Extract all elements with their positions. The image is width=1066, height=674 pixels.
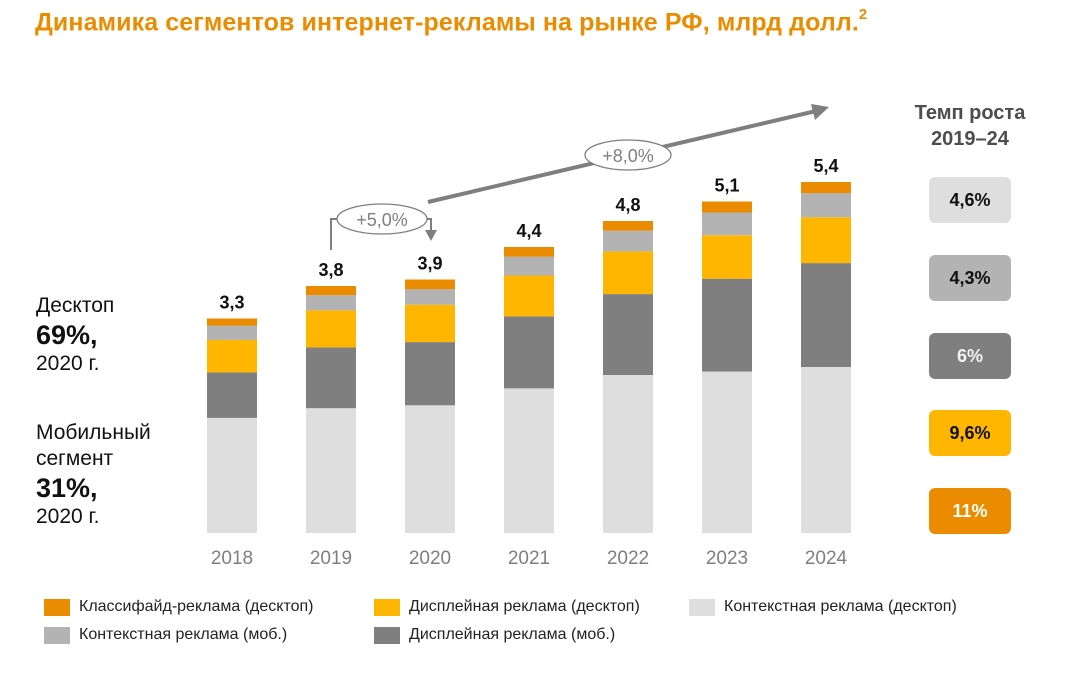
legend-swatch [689, 598, 715, 616]
cagr-short-ellipse [336, 203, 428, 235]
bar-segment-2021-s3 [504, 256, 554, 276]
x-tick-label: 2019 [310, 548, 352, 569]
legend-swatch [374, 626, 400, 644]
cagr-long-arrowhead-icon [811, 104, 829, 120]
cagr-long-label: +8,0% [602, 146, 654, 166]
bar-segment-2023-s4 [702, 201, 752, 213]
total-label: 4,8 [615, 195, 640, 215]
bar-segment-2024-s2 [801, 217, 851, 264]
desktop-share: 69%, [36, 320, 98, 350]
bar-segment-2022-s0 [603, 375, 653, 533]
growth-header: Темп роста 2019–24 [898, 100, 1042, 152]
legend-item-classified-desktop: Классифайд-реклама (десктоп) [44, 598, 314, 616]
desktop-year: 2020 г. [36, 352, 100, 375]
growth-rate-box: 4,6% [929, 177, 1011, 223]
cagr-short-label: +5,0% [356, 210, 408, 230]
bar-segment-2020-s1 [405, 342, 455, 406]
bar-segment-2021-s2 [504, 275, 554, 317]
legend-item-display-mobile: Дисплейная реклама (моб.) [374, 626, 615, 644]
bar-segment-2021-s1 [504, 316, 554, 389]
bar-segment-2024-s4 [801, 182, 851, 194]
x-tick-label: 2022 [607, 548, 649, 569]
legend-item-display-desktop: Дисплейная реклама (десктоп) [374, 598, 640, 616]
cagr-long-annotation: +8,0% [427, 104, 829, 204]
bar-segment-2023-s0 [702, 371, 752, 533]
bars-group [207, 182, 851, 533]
bar-segment-2019-s1 [306, 347, 356, 409]
x-tick-labels-group: 2018 2019 2020 2021 2022 2023 2024 [211, 548, 848, 569]
bar-segment-2020-s4 [405, 279, 455, 290]
title-text: Динамика сегментов интернет-рекламы на р… [35, 8, 859, 37]
legend-item-context-mobile: Контекстная реклама (моб.) [44, 626, 287, 644]
title-footnote: 2 [858, 6, 868, 23]
bar-segment-2023-s1 [702, 278, 752, 372]
mobile-year: 2020 г. [36, 505, 100, 528]
bar-segment-2020-s2 [405, 304, 455, 343]
bar-segment-2018-s4 [207, 318, 257, 326]
bar-segment-2022-s1 [603, 294, 653, 375]
total-label: 3,3 [219, 293, 244, 313]
cagr-short-arrowhead-icon [425, 230, 437, 241]
cagr-long-ellipse [584, 139, 672, 171]
bar-segment-2018-s1 [207, 372, 257, 418]
page-title: Динамика сегментов интернет-рекламы на р… [35, 6, 868, 37]
bar-segment-2018-s3 [207, 325, 257, 340]
bar-segment-2024-s0 [801, 367, 851, 533]
growth-header-line1: Темп роста [914, 102, 1026, 124]
growth-header-line2: 2019–24 [931, 128, 1009, 150]
bar-segment-2018-s0 [207, 417, 257, 533]
cagr-short-bracket-left [330, 218, 338, 250]
legend-label: Дисплейная реклама (десктоп) [409, 598, 640, 615]
x-tick-label: 2024 [805, 548, 848, 569]
cagr-short-annotation: +5,0% [330, 203, 437, 250]
mobile-label-line2: сегмент [36, 447, 114, 470]
bar-segment-2022-s4 [603, 221, 653, 231]
growth-rate-box: 4,3% [929, 255, 1011, 301]
bar-segment-2024-s1 [801, 263, 851, 367]
bar-segment-2018-s2 [207, 339, 257, 373]
legend-label: Контекстная реклама (десктоп) [724, 598, 957, 615]
legend-swatch [44, 598, 70, 616]
bar-segment-2023-s3 [702, 212, 752, 236]
bar-segment-2019-s2 [306, 310, 356, 348]
bar-segment-2022-s3 [603, 230, 653, 252]
mobile-label-line1: Мобильный [36, 421, 151, 444]
x-tick-label: 2021 [508, 548, 550, 569]
growth-rate-box: 11% [929, 488, 1011, 534]
bar-segment-2022-s2 [603, 251, 653, 295]
bar-segment-2021-s4 [504, 247, 554, 257]
total-label: 3,8 [318, 260, 343, 280]
legend-item-context-desktop: Контекстная реклама (десктоп) [689, 598, 957, 616]
legend-label: Дисплейная реклама (моб.) [409, 626, 616, 643]
bar-segment-2024-s3 [801, 193, 851, 218]
bar-segment-2023-s2 [702, 235, 752, 279]
bar-segment-2019-s0 [306, 408, 356, 533]
growth-rate-box: 9,6% [929, 410, 1011, 456]
bar-segment-2020-s3 [405, 289, 455, 305]
total-label: 5,1 [714, 176, 739, 196]
mobile-share: 31%, [36, 473, 98, 503]
total-label: 5,4 [813, 156, 838, 176]
bar-segment-2019-s4 [306, 286, 356, 296]
growth-rate-box: 6% [929, 333, 1011, 379]
legend-label: Контекстная реклама (моб.) [79, 626, 288, 643]
bar-segment-2020-s0 [405, 405, 455, 533]
desktop-label: Десктоп [36, 294, 115, 317]
mobile-share-label: Мобильный сегмент 31%, 2020 г. [36, 420, 151, 530]
total-labels-group: 3,3 3,8 3,9 4,4 4,8 5,1 5,4 [219, 156, 838, 313]
x-tick-label: 2023 [706, 548, 748, 569]
cagr-short-bracket-right [426, 218, 432, 232]
legend-swatch [44, 626, 70, 644]
bar-segment-2021-s0 [504, 388, 554, 533]
bar-segment-2019-s3 [306, 295, 356, 311]
x-tick-label: 2020 [409, 548, 451, 569]
total-label: 4,4 [516, 221, 541, 241]
legend-swatch [374, 598, 400, 616]
desktop-share-label: Десктоп 69%, 2020 г. [36, 293, 114, 377]
legend-label: Классифайд-реклама (десктоп) [79, 598, 314, 615]
x-tick-label: 2018 [211, 548, 253, 569]
total-label: 3,9 [417, 254, 442, 274]
